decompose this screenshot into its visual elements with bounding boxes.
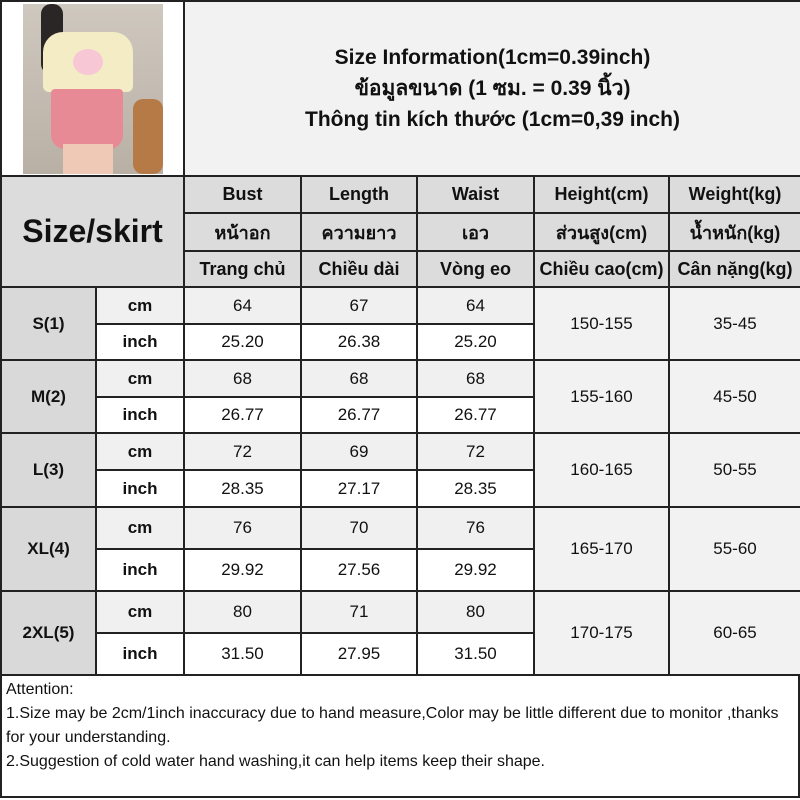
size-label: S(1): [0, 286, 97, 361]
inch-value: 31.50: [183, 632, 302, 676]
height-range: 170-175: [533, 590, 670, 676]
inch-value: 27.17: [300, 469, 418, 508]
unit-cm: cm: [95, 286, 185, 325]
table-row: inch 25.20 26.38 25.20: [1, 323, 800, 361]
column-header-th: เอว: [416, 212, 535, 252]
column-header-vi: Chiều dài: [300, 250, 418, 288]
column-header-vi: Trang chủ: [183, 250, 302, 288]
inch-value: 28.35: [416, 469, 535, 508]
inch-value: 26.38: [300, 323, 418, 361]
attention-notes: Attention: 1.Size may be 2cm/1inch inacc…: [0, 674, 800, 798]
product-photo: [22, 3, 163, 174]
table-row: inch 29.92 27.56 29.92: [1, 548, 800, 592]
attention-heading: Attention:: [6, 681, 74, 698]
unit-cm: cm: [95, 506, 185, 550]
inch-value: 26.77: [416, 396, 535, 434]
product-photo-cell: [0, 0, 185, 177]
cm-value: 68: [183, 359, 302, 398]
inch-value: 26.77: [183, 396, 302, 434]
column-header-th: หน้าอก: [183, 212, 302, 252]
table-row: L(3) cm 72 69 72 160-165 50-55: [0, 432, 800, 508]
unit-inch: inch: [95, 469, 185, 508]
cm-value: 71: [300, 590, 418, 634]
title-th: ข้อมูลขนาด (1 ซม. = 0.39 นิ้ว): [354, 77, 631, 100]
unit-inch: inch: [95, 632, 185, 676]
cm-value: 70: [300, 506, 418, 550]
inch-value: 25.20: [416, 323, 535, 361]
inch-value: 25.20: [183, 323, 302, 361]
title-en: Size Information(1cm=0.39inch): [334, 46, 651, 69]
table-row: 2XL(5) cm 80 71 80 170-175 60-65: [0, 590, 800, 676]
cm-value: 76: [183, 506, 302, 550]
inch-value: 26.77: [300, 396, 418, 434]
cm-value: 72: [416, 432, 535, 471]
table-row: M(2) cm 68 68 68 155-160 45-50: [0, 359, 800, 434]
weight-range: 45-50: [668, 359, 800, 434]
size-label: M(2): [0, 359, 97, 434]
column-header-en: Height(cm): [533, 175, 670, 214]
cm-value: 68: [416, 359, 535, 398]
column-header-vi: Vòng eo: [416, 250, 535, 288]
unit-inch: inch: [95, 548, 185, 592]
height-range: 155-160: [533, 359, 670, 434]
weight-range: 35-45: [668, 286, 800, 361]
weight-range: 50-55: [668, 432, 800, 508]
inch-value: 31.50: [416, 632, 535, 676]
height-range: 150-155: [533, 286, 670, 361]
column-header-vi: Chiều cao(cm): [533, 250, 670, 288]
corner-label: Size/skirt: [0, 175, 185, 288]
height-range: 165-170: [533, 506, 670, 592]
unit-cm: cm: [95, 359, 185, 398]
cm-value: 80: [416, 590, 535, 634]
column-header-en: Waist: [416, 175, 535, 214]
size-label: 2XL(5): [0, 590, 97, 676]
unit-inch: inch: [95, 396, 185, 434]
table-row: XL(4) cm 76 70 76 165-170 55-60: [0, 506, 800, 592]
title-vi: Thông tin kích thước (1cm=0,39 inch): [305, 108, 680, 131]
table-row: inch 26.77 26.77 26.77: [1, 396, 800, 434]
inch-value: 28.35: [183, 469, 302, 508]
cm-value: 72: [183, 432, 302, 471]
column-header-vi: Cân nặng(kg): [668, 250, 800, 288]
attention-note-1: 1.Size may be 2cm/1inch inaccuracy due t…: [6, 705, 779, 746]
inch-value: 29.92: [183, 548, 302, 592]
weight-range: 55-60: [668, 506, 800, 592]
attention-note-2: 2.Suggestion of cold water hand washing,…: [6, 753, 545, 770]
cm-value: 64: [416, 286, 535, 325]
cm-value: 69: [300, 432, 418, 471]
size-label: L(3): [0, 432, 97, 508]
inch-value: 27.95: [300, 632, 418, 676]
table-row: inch 31.50 27.95 31.50: [1, 632, 800, 676]
column-header-th: ส่วนสูง(cm): [533, 212, 670, 252]
unit-inch: inch: [95, 323, 185, 361]
column-header-en: Weight(kg): [668, 175, 800, 214]
column-header-th: ความยาว: [300, 212, 418, 252]
inch-value: 27.56: [300, 548, 418, 592]
cm-value: 76: [416, 506, 535, 550]
cm-value: 67: [300, 286, 418, 325]
weight-range: 60-65: [668, 590, 800, 676]
cm-value: 68: [300, 359, 418, 398]
inch-value: 29.92: [416, 548, 535, 592]
size-table: Size Information(1cm=0.39inch) ข้อมูลขนา…: [0, 0, 800, 676]
unit-cm: cm: [95, 590, 185, 634]
unit-cm: cm: [95, 432, 185, 471]
size-info-title: Size Information(1cm=0.39inch) ข้อมูลขนา…: [183, 0, 800, 177]
table-row: S(1) cm 64 67 64 150-155 35-45: [0, 286, 800, 361]
table-row: inch 28.35 27.17 28.35: [1, 469, 800, 508]
cm-value: 80: [183, 590, 302, 634]
height-range: 160-165: [533, 432, 670, 508]
column-header-th: น้ำหนัก(kg): [668, 212, 800, 252]
size-label: XL(4): [0, 506, 97, 592]
cm-value: 64: [183, 286, 302, 325]
column-header-en: Length: [300, 175, 418, 214]
column-header-en: Bust: [183, 175, 302, 214]
